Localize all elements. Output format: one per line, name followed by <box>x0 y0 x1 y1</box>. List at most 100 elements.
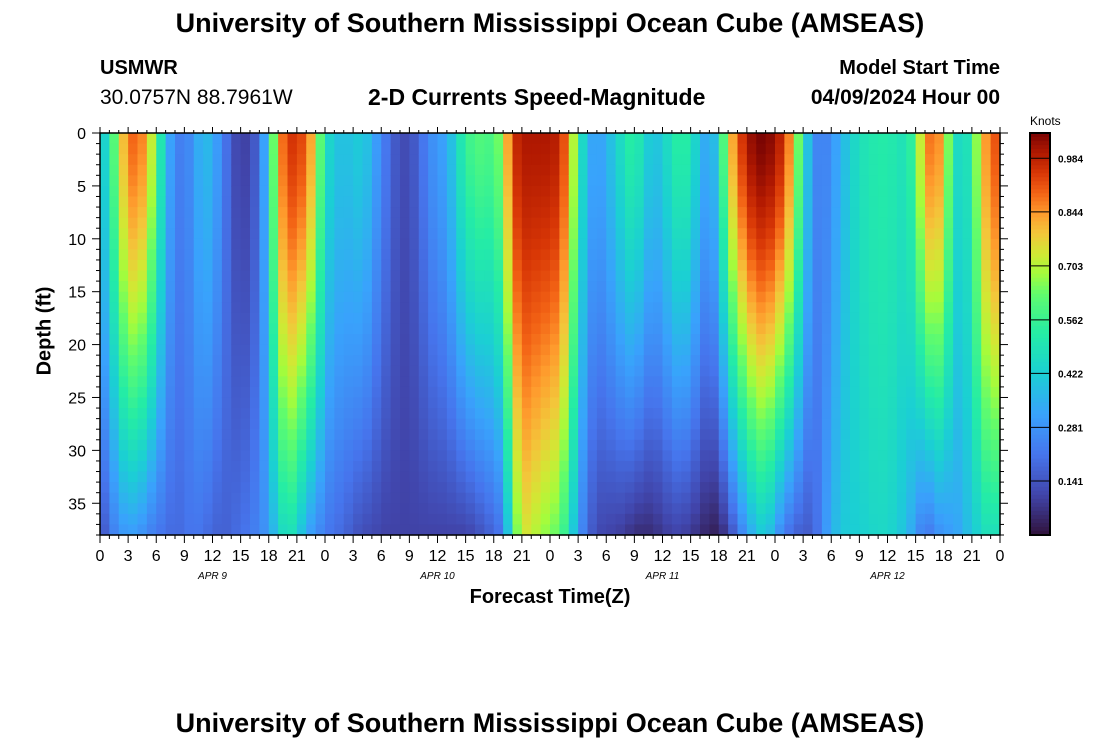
heatmap-cell <box>728 270 739 282</box>
heatmap-cell <box>840 133 851 145</box>
heatmap-cell <box>831 386 842 399</box>
heatmap-cell <box>475 460 485 473</box>
heatmap-cell <box>381 196 392 208</box>
heatmap-cell <box>437 143 448 155</box>
heatmap-cell <box>803 259 814 272</box>
colorbar-swatch <box>1030 197 1050 202</box>
heatmap-cell <box>915 334 926 346</box>
heatmap-cell <box>596 302 607 314</box>
heatmap-cell <box>803 450 814 462</box>
heatmap-cell <box>971 164 982 176</box>
heatmap-cell <box>240 154 251 166</box>
heatmap-cell <box>981 450 992 462</box>
heatmap-cell <box>203 154 214 166</box>
heatmap-cell <box>971 249 982 261</box>
heatmap-cell <box>915 365 926 377</box>
heatmap-cell <box>259 259 270 272</box>
heatmap-cell <box>146 334 157 346</box>
heatmap-cell <box>643 196 654 208</box>
heatmap-cell <box>428 312 439 325</box>
heatmap-cell <box>971 259 982 272</box>
heatmap-cell <box>728 334 739 346</box>
heatmap-cell <box>803 196 814 208</box>
heatmap-cell <box>100 471 110 483</box>
heatmap-cell <box>446 482 457 494</box>
heatmap-cell <box>709 270 720 282</box>
heatmap-cell <box>831 249 842 261</box>
heatmap-cell <box>278 281 289 293</box>
heatmap-cell <box>868 249 879 261</box>
heatmap-cell <box>653 471 664 483</box>
x-tick-label: 0 <box>96 548 105 565</box>
heatmap-cell <box>868 133 879 145</box>
heatmap-cell <box>287 450 298 462</box>
heatmap-cell <box>934 312 945 325</box>
heatmap-cell <box>418 429 429 441</box>
heatmap-cell <box>203 492 214 504</box>
heatmap-cell <box>878 429 889 441</box>
heatmap-cell <box>137 302 148 314</box>
heatmap-cell <box>821 524 832 536</box>
heatmap-cell <box>662 408 673 420</box>
heatmap-cell <box>287 418 298 430</box>
heatmap-cell <box>812 524 823 536</box>
heatmap-cell <box>756 429 767 441</box>
heatmap-cell <box>990 302 1001 314</box>
heatmap-cell <box>493 312 504 325</box>
heatmap-cell <box>671 386 682 399</box>
heatmap-cell <box>100 196 110 208</box>
heatmap-cell <box>287 513 298 526</box>
heatmap-cell <box>137 482 148 494</box>
heatmap-cell <box>906 270 917 282</box>
y-tick-label: 25 <box>68 390 86 407</box>
heatmap-cell <box>371 217 382 229</box>
heatmap-cell <box>540 397 551 409</box>
heatmap-cell <box>615 143 626 155</box>
heatmap-cell <box>934 228 945 240</box>
heatmap-cell <box>587 365 598 377</box>
heatmap-cell <box>512 418 523 430</box>
heatmap-cell <box>109 281 120 293</box>
heatmap-cell <box>662 503 673 515</box>
heatmap-cell <box>212 450 223 462</box>
heatmap-cell <box>268 524 279 536</box>
heatmap-cell <box>521 344 532 356</box>
heatmap-cell <box>868 376 879 388</box>
heatmap-cell <box>559 270 570 282</box>
heatmap-cell <box>831 164 842 176</box>
heatmap-cell <box>231 439 242 451</box>
heatmap-cell <box>128 154 139 166</box>
heatmap-cell <box>437 418 448 430</box>
heatmap-cell <box>634 334 645 346</box>
colorbar-tick-label: 0.703 <box>1058 262 1083 273</box>
heatmap-cell <box>146 397 157 409</box>
heatmap-cell <box>840 217 851 229</box>
heatmap-cell <box>475 196 485 208</box>
heatmap-cell <box>925 344 935 356</box>
heatmap-cell <box>981 439 992 451</box>
heatmap-cell <box>231 175 242 187</box>
heatmap-cell <box>531 365 542 377</box>
heatmap-cell <box>165 450 176 462</box>
heatmap-cell <box>250 217 260 229</box>
heatmap-cell <box>212 397 223 409</box>
heatmap-cell <box>878 302 889 314</box>
heatmap-cell <box>578 207 589 219</box>
heatmap-cell <box>550 302 560 314</box>
heatmap-cell <box>296 323 307 335</box>
heatmap-cell <box>118 312 129 325</box>
heatmap-cell <box>306 270 317 282</box>
heatmap-cell <box>887 154 898 166</box>
heatmap-cell <box>587 196 598 208</box>
heatmap-cell <box>184 207 195 219</box>
heatmap-cell <box>259 312 270 325</box>
heatmap-cell <box>203 408 214 420</box>
heatmap-cell <box>315 154 326 166</box>
heatmap-cell <box>193 471 204 483</box>
heatmap-cell <box>315 429 326 441</box>
heatmap-cell <box>981 408 992 420</box>
heatmap-cell <box>325 238 335 250</box>
heatmap-cell <box>137 217 148 229</box>
heatmap-cell <box>625 513 635 526</box>
heatmap-cell <box>662 207 673 219</box>
